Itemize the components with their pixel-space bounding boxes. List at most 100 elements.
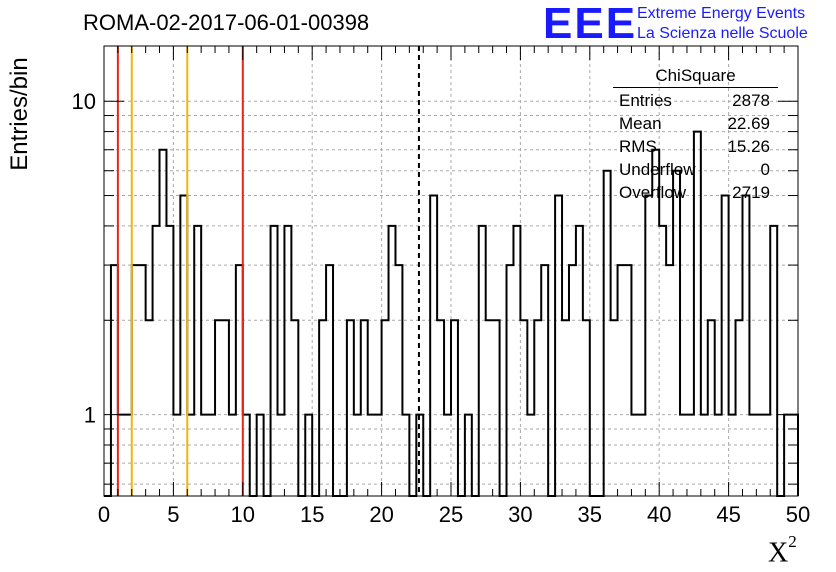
histogram-bin — [139, 265, 146, 496]
x-axis-label-superscript: 2 — [788, 532, 797, 551]
histogram-bin — [541, 265, 548, 496]
histogram-bin — [729, 415, 736, 496]
x-tick-label: 5 — [167, 502, 179, 527]
histogram-bin — [618, 265, 625, 496]
histogram-bin — [180, 196, 187, 496]
histogram-bin — [166, 226, 173, 496]
histogram-bin — [208, 415, 215, 496]
x-tick-label: 20 — [369, 502, 393, 527]
histogram-bin — [576, 226, 583, 496]
x-tick-label: 30 — [508, 502, 532, 527]
histogram-bin — [402, 415, 409, 496]
histogram-bin — [604, 171, 611, 496]
stats-row-mean: Mean 22.69 — [613, 112, 778, 135]
stats-label: Overflow — [619, 183, 687, 202]
histogram-bin — [229, 415, 236, 496]
histogram-bin — [257, 415, 264, 496]
histogram-bin — [708, 320, 715, 496]
x-tick-label: 45 — [716, 502, 740, 527]
histogram-bin — [562, 320, 569, 496]
x-tick-label: 10 — [231, 502, 255, 527]
histogram-bin — [382, 320, 389, 496]
histogram-bin — [631, 415, 638, 496]
histogram-bin — [305, 415, 312, 496]
x-tick-label: 40 — [647, 502, 671, 527]
histogram-bin — [527, 415, 534, 496]
logo-line-2: La Scienza nelle Scuole — [637, 25, 808, 42]
histogram-bin — [611, 320, 618, 496]
histogram-bin — [569, 265, 576, 496]
histogram-bin — [534, 320, 541, 496]
histogram-bin — [625, 265, 632, 496]
axis-ticks — [103, 46, 799, 496]
histogram-bin — [486, 320, 493, 496]
histogram-bin — [715, 415, 722, 496]
stats-label: Mean — [619, 114, 662, 133]
y-tick-labels: 1 10 — [72, 89, 96, 427]
histogram-bin — [375, 415, 382, 496]
histogram-bin — [645, 196, 652, 496]
histogram-bin — [160, 150, 167, 496]
histogram-bin — [513, 226, 520, 496]
histogram-bin — [583, 320, 590, 496]
histogram-bin — [278, 415, 285, 496]
histogram-bin — [749, 415, 756, 496]
histogram-bin — [722, 196, 729, 496]
histogram-bin — [222, 320, 229, 496]
x-axis-label: X2 — [768, 532, 797, 569]
histogram-bin — [430, 196, 437, 496]
histogram-bin — [354, 415, 361, 496]
histogram-bin — [666, 265, 673, 496]
histogram-bin — [215, 320, 222, 496]
stats-title: ChiSquare — [613, 66, 778, 88]
histogram-bin — [736, 320, 743, 496]
histogram-bin — [701, 415, 708, 496]
x-tick-label: 15 — [300, 502, 324, 527]
stats-value: 2719 — [732, 183, 770, 202]
histogram-bin — [756, 415, 763, 496]
stats-label: RMS — [619, 137, 657, 156]
histogram-bin — [284, 226, 291, 496]
x-tick-label: 35 — [578, 502, 602, 527]
eee-logo: EEE — [543, 0, 638, 48]
histogram-bars — [104, 130, 799, 497]
stats-rows: Entries 2878 Mean 22.69 RMS 15.26 Underflow 0 Ov… — [613, 89, 778, 204]
stats-label: Underflow — [619, 160, 696, 179]
histogram-bin — [153, 226, 160, 496]
chart-title: ROMA-02-2017-06-01-00398 — [83, 10, 370, 35]
stats-value: 0 — [760, 160, 770, 179]
histogram-bin — [291, 320, 298, 496]
histogram-bin — [243, 415, 250, 496]
marker-lines — [116, 46, 420, 496]
histogram-bin — [187, 415, 194, 496]
x-tick-label: 50 — [786, 502, 810, 527]
histogram-bin — [638, 415, 645, 496]
histogram-bin — [201, 415, 208, 496]
histogram-bin — [368, 415, 375, 496]
histogram-bin — [742, 196, 749, 496]
histogram-bin — [507, 265, 514, 496]
histogram-bin — [361, 320, 368, 496]
histogram-bin — [347, 320, 354, 496]
histogram-bin — [520, 320, 527, 496]
x-tick-labels: 0 5 10 15 20 25 30 35 40 45 50 — [98, 502, 810, 527]
histogram-bin — [389, 226, 396, 496]
stats-row-rms: RMS 15.26 — [613, 135, 778, 158]
stats-box: ChiSquare Entries 2878 Mean 22.69 RMS 15.26 Un… — [613, 66, 778, 204]
histogram-bin — [687, 415, 694, 496]
histogram-bin — [444, 415, 451, 496]
stats-label: Entries — [619, 91, 672, 110]
stats-row-overflow: Overflow 2719 — [613, 181, 778, 204]
histogram-bin — [659, 226, 666, 496]
stats-value: 15.26 — [727, 137, 770, 156]
histogram-bin — [479, 226, 486, 496]
y-tick-label: 1 — [84, 403, 96, 428]
histogram-bin — [763, 415, 770, 496]
histogram-bin — [465, 415, 472, 496]
stats-row-underflow: Underflow 0 — [613, 158, 778, 181]
x-tick-label: 0 — [98, 502, 110, 527]
y-axis-label: Entries/bin — [6, 57, 33, 171]
histogram-bin — [173, 415, 180, 496]
stats-value: 22.69 — [727, 114, 770, 133]
